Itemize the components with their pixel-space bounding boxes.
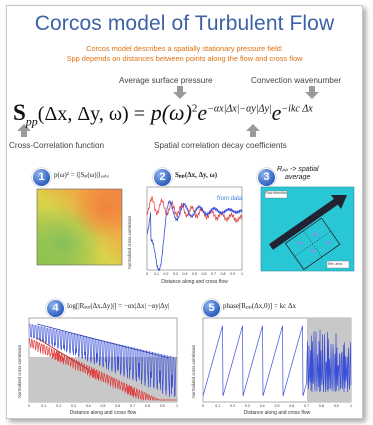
panel-5-x-tick: 0.2 [230, 404, 236, 408]
panel-2-x-tick: 0.7 [211, 272, 216, 276]
panel-5-x-tick: 0.7 [304, 404, 310, 408]
panel-5-x-tick: 0.3 [244, 404, 250, 408]
panel-4-x-tick: 0.2 [56, 404, 62, 408]
panel-2-x-tick: 0.2 [163, 272, 169, 276]
panel-2-x-tick: 1 [241, 272, 243, 276]
eq-args: (Δx, Δy, ω) = [37, 103, 145, 125]
subtitle-line-1: Corcos model describes a spatially stati… [86, 44, 283, 53]
panel-2-equation: Sₚₚ(Δx, Δy, ω) [175, 171, 218, 179]
eq-lhs-sub: pp [25, 114, 38, 129]
panel-3-eq-line2: average [285, 174, 311, 181]
panel-5-x-tick: 1 [350, 404, 352, 408]
panel-2-x-tick: 0.3 [173, 272, 178, 276]
panel-2-plot [146, 186, 243, 272]
step-4-badge: 4 [46, 299, 65, 318]
panel-2-xlabel: Distance along and cross flow [161, 279, 228, 285]
eq-e1: e [197, 100, 208, 125]
panel-5-xticks: 0 0.1 0.2 0.3 0.4 0.5 0.6 0.7 0.8 0.9 1 [202, 404, 352, 410]
panel-3-eq-line1: Rₚₚ -> spatial [277, 166, 319, 173]
eq-p: p(ω) [150, 100, 192, 125]
subtitle-line-2: Spp depends on distances between points … [66, 54, 303, 63]
poster-title: Corcos model of Turbulent Flow [34, 12, 335, 35]
step-1-badge: 1 [32, 168, 51, 187]
panel-2-x-tick: 0.9 [230, 272, 235, 276]
panel-2-xticks: 0 0.1 0.2 0.3 0.4 0.5 0.6 0.7 0.8 0.9 1 [146, 272, 243, 278]
panel-4-blue-series [28, 323, 178, 398]
eq-exp1: −αx|Δx|−αy|Δy| [207, 103, 272, 115]
panel-2-x-tick: 0.6 [201, 272, 207, 276]
panel-2-red-series [146, 196, 243, 224]
poster-page: Corcos model of Turbulent Flow Corcos mo… [6, 5, 363, 419]
poster-subtitle: Corcos model describes a spatially stati… [17, 44, 352, 64]
panel-5-equation: phase[Rₚₚ(Δx,0)] = kc Δx [223, 302, 296, 310]
panel-5-x-tick: 0.6 [289, 404, 295, 408]
step-3-badge: 3 [257, 168, 276, 187]
panel-4-red-series [28, 337, 177, 402]
panel-5-x-tick: 0.9 [333, 404, 339, 408]
panel-4-equation: log[|Rₚₚ(Δx,Δy)|] = −αx|Δx| −αy|Δy| [67, 302, 170, 310]
panel-2-x-tick: 0 [146, 272, 148, 276]
panel-5-x-tick: 0.4 [259, 404, 265, 408]
panel-4-x-tick: 0.3 [70, 404, 76, 408]
panel-4-x-tick: 0.9 [159, 404, 165, 408]
panel-1-equation: p(ω)² = ⟨|Sₚ(ω)|⟩ₐᵤₜₒ [54, 171, 110, 179]
panel-5-xlabel: Distance along and cross flow [243, 410, 311, 416]
panel-4-x-tick: 0.7 [130, 404, 136, 408]
eq-lhs: S [13, 100, 26, 125]
panel-2-x-tick: 0.5 [192, 272, 197, 276]
annotation-arrows [17, 86, 319, 137]
convection-annotation: Convection wavenumber [251, 76, 342, 85]
panel-4-x-tick: 0.5 [100, 404, 106, 408]
panel-2-ylabel: Normalized cross-correlation [127, 215, 132, 269]
step-2-badge: 2 [153, 168, 172, 187]
panel-5-x-tick: 0 [202, 404, 204, 408]
step-5-badge: 5 [202, 299, 221, 318]
panel-2-x-tick: 0.1 [154, 272, 159, 276]
panel-4-plot [28, 317, 178, 403]
eq-exp2: −ikc Δx [281, 103, 313, 115]
panel-4-fit-red [36, 337, 90, 371]
panel-5-ylabel: Normalized cross-correlation [191, 344, 196, 398]
eq-sq: 2 [191, 102, 198, 115]
panel-3-box-label: Ref. area [328, 262, 343, 266]
cross-corr-annotation: Cross-Correlation function [9, 141, 105, 150]
panel-4-ylabel: Normalized cross-correlation [17, 344, 22, 398]
eq-e2: e [271, 100, 282, 125]
avg-pressure-annotation: Average surface pressure [119, 76, 213, 85]
main-equation: Spp(Δx, Δy, ω) = p(ω)2e−αx|Δx|−αy|Δy|e−i… [13, 100, 313, 130]
panel-2-blue-series [146, 200, 243, 272]
panel-2-legend: from data [217, 196, 243, 202]
panel-4-fit-blue [36, 323, 170, 359]
panel-4-xlabel: Distance along and cross flow [69, 410, 137, 416]
panel-5-plot [202, 317, 352, 403]
panel-3-equation: Rₚₚ -> spatial average [277, 166, 319, 182]
panel-3-diagram [260, 186, 355, 272]
panel-2-x-tick: 0.4 [182, 272, 188, 276]
panel-5-x-tick: 0.8 [318, 404, 324, 408]
panel-4-xticks: 0 0.1 0.2 0.3 0.4 0.5 0.6 0.7 0.8 0.9 1 [28, 404, 178, 410]
panel-3-flow-label: Flow direction [265, 191, 287, 195]
panel-4-x-tick: 0.6 [115, 404, 121, 408]
panel-4-x-tick: 1 [176, 404, 178, 408]
panel-5-x-tick: 0.5 [274, 404, 280, 408]
panel-5-x-tick: 0.1 [215, 404, 221, 408]
panel-1-heatmap [36, 188, 123, 266]
panel-5-blue-series [202, 325, 352, 397]
panel-4-x-tick: 0.8 [144, 404, 150, 408]
panel-4-x-tick: 0.4 [85, 404, 91, 408]
panel-2-x-tick: 0.8 [220, 272, 226, 276]
panel-4-x-tick: 0.1 [41, 404, 47, 408]
panel-4-x-tick: 0 [28, 404, 30, 408]
decay-annotation: Spatial correlation decay coefficients [154, 141, 287, 150]
